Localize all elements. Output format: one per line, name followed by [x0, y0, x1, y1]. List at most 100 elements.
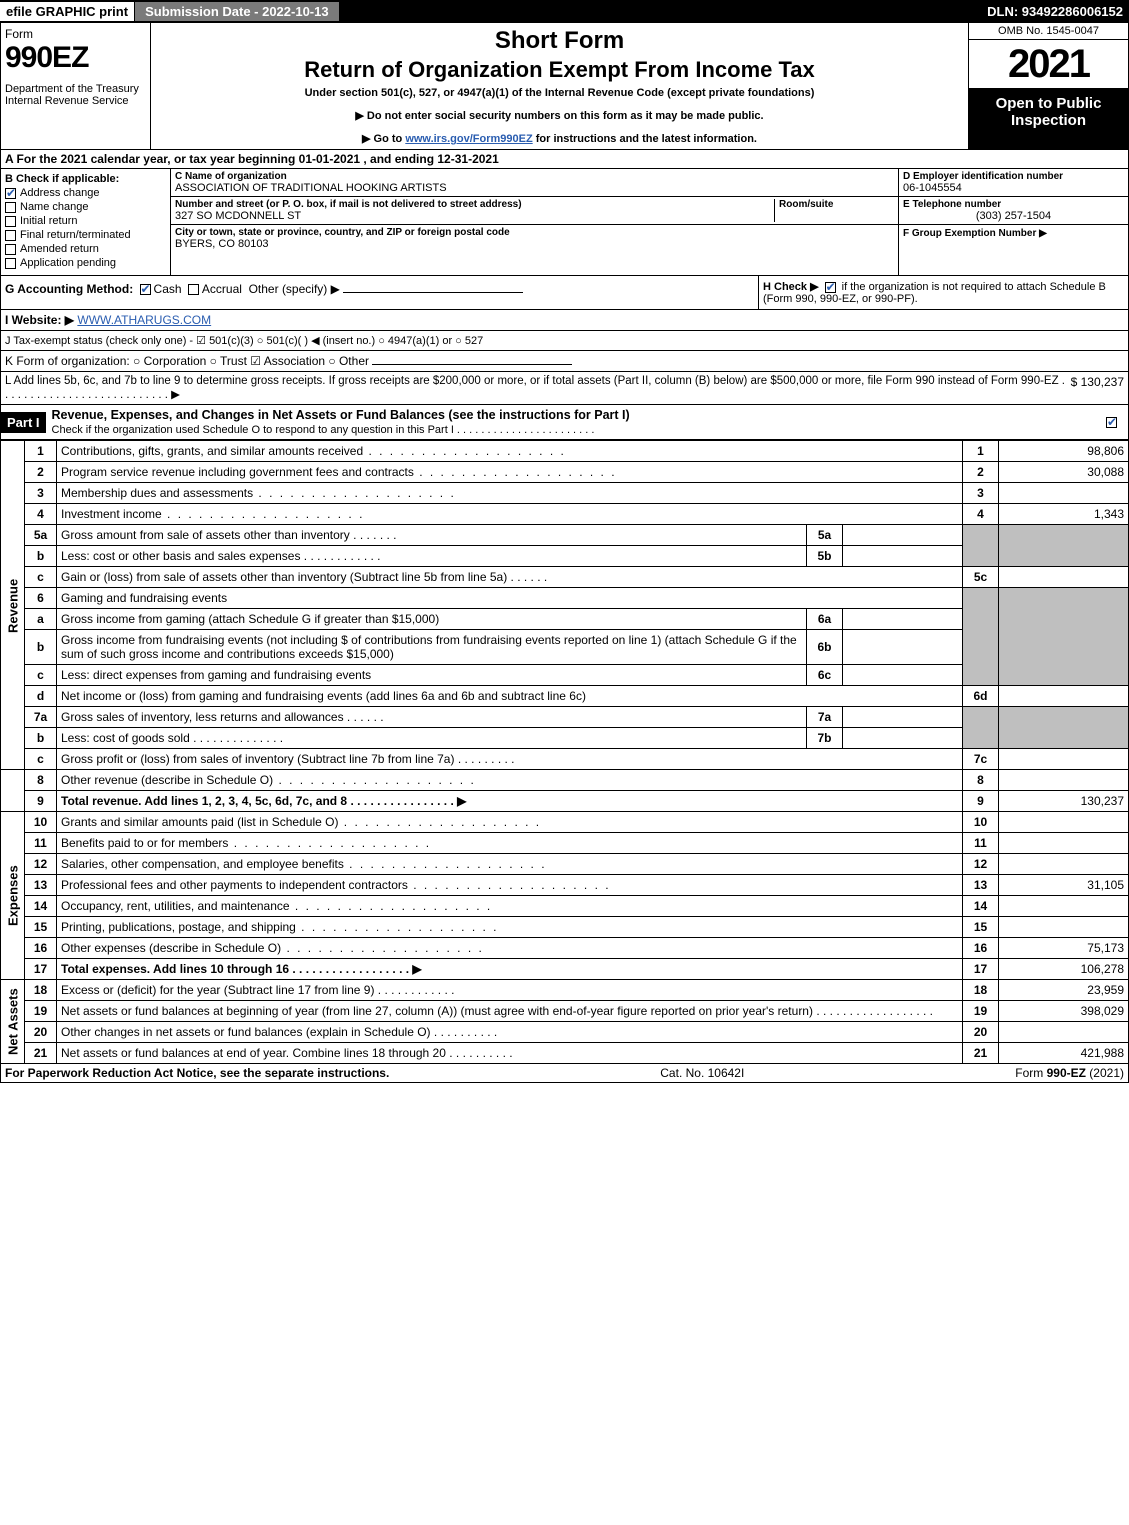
- gross-receipts-row: L Add lines 5b, 6c, and 7b to line 9 to …: [0, 372, 1129, 405]
- section-bcdef: B Check if applicable: Address change Na…: [0, 169, 1129, 276]
- omb-number: OMB No. 1545-0047: [969, 23, 1128, 40]
- other-org-line[interactable]: [372, 364, 572, 365]
- line-14-value: [999, 896, 1129, 917]
- col-b-label: B Check if applicable:: [5, 173, 166, 185]
- checkbox-icon: [5, 230, 16, 241]
- part-1-checkbox[interactable]: [1103, 415, 1128, 429]
- column-def: D Employer identification number 06-1045…: [898, 169, 1128, 275]
- form-subtitle: Under section 501(c), 527, or 4947(a)(1)…: [155, 87, 964, 99]
- checkbox-icon: [5, 216, 16, 227]
- part-1-header: Part I Revenue, Expenses, and Changes in…: [0, 405, 1129, 440]
- street-row: Number and street (or P. O. box, if mail…: [171, 197, 898, 225]
- org-name: ASSOCIATION OF TRADITIONAL HOOKING ARTIS…: [175, 182, 894, 194]
- website-link[interactable]: WWW.ATHARUGS.COM: [77, 313, 211, 327]
- revenue-section-label: Revenue: [1, 441, 25, 770]
- chk-address-change[interactable]: Address change: [5, 187, 166, 199]
- header-center: Short Form Return of Organization Exempt…: [151, 23, 968, 149]
- line-6b-value: [843, 630, 963, 665]
- chk-amended-return[interactable]: Amended return: [5, 243, 166, 255]
- chk-name-change[interactable]: Name change: [5, 201, 166, 213]
- street-label: Number and street (or P. O. box, if mail…: [175, 199, 774, 210]
- website-label: I Website: ▶: [5, 313, 74, 327]
- column-c: C Name of organization ASSOCIATION OF TR…: [171, 169, 898, 275]
- website-row: I Website: ▶ WWW.ATHARUGS.COM: [0, 310, 1129, 331]
- street-value: 327 SO MCDONNELL ST: [175, 210, 774, 222]
- chk-cash[interactable]: [140, 284, 151, 295]
- header-left: Form 990EZ Department of the Treasury In…: [1, 23, 151, 149]
- tax-exempt-row: J Tax-exempt status (check only one) - ☑…: [0, 331, 1129, 351]
- checkbox-icon: [5, 258, 16, 269]
- line-5c-value: [999, 567, 1129, 588]
- line-15-value: [999, 917, 1129, 938]
- other-specify-line[interactable]: [343, 292, 523, 293]
- top-bar: efile GRAPHIC print Submission Date - 20…: [0, 0, 1129, 22]
- form-title-1: Short Form: [155, 27, 964, 55]
- room-label: Room/suite: [779, 199, 894, 210]
- line-7b-value: [843, 728, 963, 749]
- part-1-table: Revenue 1Contributions, gifts, grants, a…: [0, 440, 1129, 1064]
- line-11-value: [999, 833, 1129, 854]
- ein-value: 06-1045554: [903, 182, 1124, 194]
- line-16-value: 75,173: [999, 938, 1129, 959]
- form-word: Form: [5, 27, 146, 41]
- tax-year: 2021: [969, 40, 1128, 89]
- chk-initial-return[interactable]: Initial return: [5, 215, 166, 227]
- checkbox-icon: [5, 244, 16, 255]
- footer-left: For Paperwork Reduction Act Notice, see …: [5, 1066, 389, 1080]
- form-number: 990EZ: [5, 41, 146, 75]
- form-title-2: Return of Organization Exempt From Incom…: [155, 57, 964, 83]
- note2-pre: ▶ Go to: [362, 133, 405, 145]
- h-label: H Check ▶: [763, 281, 819, 293]
- line-18-value: 23,959: [999, 980, 1129, 1001]
- line-7c-value: [999, 749, 1129, 770]
- section-a: A For the 2021 calendar year, or tax yea…: [0, 150, 1129, 169]
- part-1-desc: Revenue, Expenses, and Changes in Net As…: [46, 405, 1103, 439]
- schedule-b-check: H Check ▶ if the organization is not req…: [758, 276, 1128, 309]
- line-10-value: [999, 812, 1129, 833]
- checkbox-icon: [1106, 417, 1117, 428]
- chk-final-return[interactable]: Final return/terminated: [5, 229, 166, 241]
- phone-label: E Telephone number: [903, 199, 1124, 210]
- ein-row: D Employer identification number 06-1045…: [899, 169, 1128, 197]
- city-value: BYERS, CO 80103: [175, 238, 894, 250]
- expenses-section-label: Expenses: [1, 812, 25, 980]
- line-13-value: 31,105: [999, 875, 1129, 896]
- checkbox-icon: [5, 188, 16, 199]
- line-12-value: [999, 854, 1129, 875]
- phone-row: E Telephone number (303) 257-1504: [899, 197, 1128, 225]
- line-5b-value: [843, 546, 963, 567]
- line-21-value: 421,988: [999, 1043, 1129, 1064]
- line-6a-value: [843, 609, 963, 630]
- chk-accrual[interactable]: [188, 284, 199, 295]
- group-exemption-label: F Group Exemption Number ▶: [903, 228, 1047, 239]
- line-19-value: 398,029: [999, 1001, 1129, 1022]
- city-label: City or town, state or province, country…: [175, 227, 894, 238]
- row-l-text: L Add lines 5b, 6c, and 7b to line 9 to …: [5, 375, 1071, 401]
- form-note-1: ▶ Do not enter social security numbers o…: [155, 109, 964, 122]
- line-8-value: [999, 770, 1129, 791]
- irs-link[interactable]: www.irs.gov/Form990EZ: [405, 133, 532, 145]
- row-k-text: K Form of organization: ○ Corporation ○ …: [5, 354, 369, 368]
- dln-label: DLN: 93492286006152: [987, 4, 1129, 19]
- form-note-2: ▶ Go to www.irs.gov/Form990EZ for instru…: [155, 132, 964, 145]
- page-footer: For Paperwork Reduction Act Notice, see …: [0, 1064, 1129, 1083]
- row-gh: G Accounting Method: Cash Accrual Other …: [0, 276, 1129, 310]
- netassets-section-label: Net Assets: [1, 980, 25, 1064]
- checkbox-icon: [5, 202, 16, 213]
- line-6c-value: [843, 665, 963, 686]
- column-b: B Check if applicable: Address change Na…: [1, 169, 171, 275]
- note2-post: for instructions and the latest informat…: [533, 133, 757, 145]
- group-exemption-row: F Group Exemption Number ▶: [899, 225, 1128, 241]
- chk-application-pending[interactable]: Application pending: [5, 257, 166, 269]
- org-name-row: C Name of organization ASSOCIATION OF TR…: [171, 169, 898, 197]
- submission-date: Submission Date - 2022-10-13: [134, 1, 340, 22]
- line-17-value: 106,278: [999, 959, 1129, 980]
- g-label: G Accounting Method:: [5, 282, 133, 296]
- chk-schedule-b[interactable]: [825, 282, 836, 293]
- part-1-label: Part I: [1, 412, 46, 433]
- form-header: Form 990EZ Department of the Treasury In…: [0, 22, 1129, 150]
- city-row: City or town, state or province, country…: [171, 225, 898, 252]
- phone-value: (303) 257-1504: [903, 210, 1124, 222]
- line-7a-value: [843, 707, 963, 728]
- line-3-value: [999, 483, 1129, 504]
